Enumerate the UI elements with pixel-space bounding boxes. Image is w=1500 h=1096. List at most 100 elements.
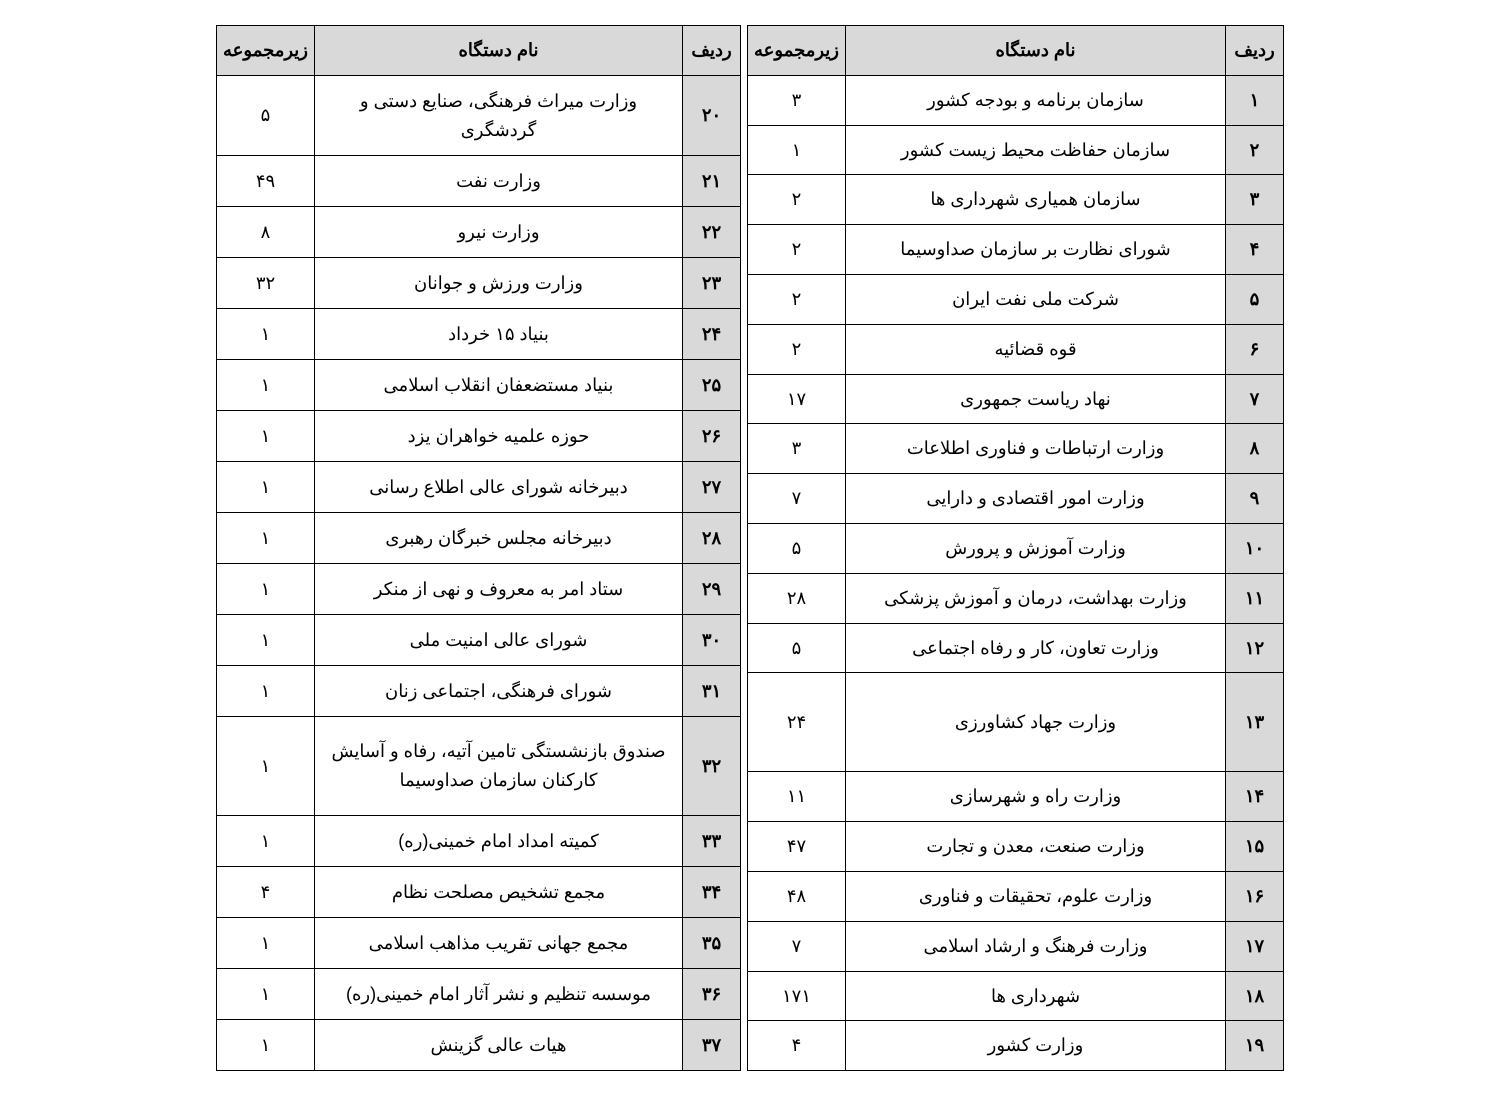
table-right: ردیف نام دستگاه زیرمجموعه ۱سازمان برنامه…: [747, 25, 1284, 1071]
cell-sub: ۳۲: [217, 258, 315, 309]
cell-name: وزارت کشور: [846, 1021, 1226, 1071]
cell-idx: ۲۵: [683, 360, 741, 411]
cell-sub: ۲۸: [748, 573, 846, 623]
cell-idx: ۷: [1226, 374, 1284, 424]
cell-idx: ۲۹: [683, 564, 741, 615]
cell-name: وزارت راه و شهرسازی: [846, 772, 1226, 822]
cell-name: صندوق بازنشستگی تامین آتیه، رفاه و آسایش…: [315, 717, 683, 816]
table-row: ۲۲وزارت نیرو۸: [217, 207, 741, 258]
cell-idx: ۱۱: [1226, 573, 1284, 623]
cell-idx: ۲۰: [683, 75, 741, 155]
table-row: ۱۸شهرداری ها۱۷۱: [748, 971, 1284, 1021]
table-row: ۱۶وزارت علوم، تحقیقات و فناوری۴۸: [748, 871, 1284, 921]
cell-name: موسسه تنظیم و نشر آثار امام خمینی(ره): [315, 969, 683, 1020]
cell-sub: ۳: [748, 75, 846, 125]
cell-idx: ۱۳: [1226, 673, 1284, 772]
table-row: ۲۳وزارت ورزش و جوانان۳۲: [217, 258, 741, 309]
cell-sub: ۱: [217, 717, 315, 816]
cell-name: وزارت امور اقتصادی و دارایی: [846, 474, 1226, 524]
cell-name: وزارت نیرو: [315, 207, 683, 258]
table-row: ۱۴وزارت راه و شهرسازی۱۱: [748, 772, 1284, 822]
cell-sub: ۱: [217, 513, 315, 564]
table-row: ۱۳وزارت جهاد کشاورزی۲۴: [748, 673, 1284, 772]
cell-sub: ۱: [217, 564, 315, 615]
table-row: ۲۹ستاد امر به معروف و نهی از منکر۱: [217, 564, 741, 615]
table-row: ۲۸دبیرخانه مجلس خبرگان رهبری۱: [217, 513, 741, 564]
cell-name: وزارت تعاون، کار و رفاه اجتماعی: [846, 623, 1226, 673]
table-row: ۳۰شورای عالی امنیت ملی۱: [217, 615, 741, 666]
cell-name: بنیاد ۱۵ خرداد: [315, 309, 683, 360]
cell-name: سازمان حفاظت محیط زیست کشور: [846, 125, 1226, 175]
cell-sub: ۸: [217, 207, 315, 258]
cell-sub: ۱: [217, 816, 315, 867]
cell-name: وزارت آموزش و پرورش: [846, 523, 1226, 573]
header-name: نام دستگاه: [846, 26, 1226, 76]
table-row: ۱۱وزارت بهداشت، درمان و آموزش پزشکی۲۸: [748, 573, 1284, 623]
cell-idx: ۳۶: [683, 969, 741, 1020]
table-row: ۱سازمان برنامه و بودجه کشور۳: [748, 75, 1284, 125]
cell-idx: ۳۱: [683, 666, 741, 717]
header-name: نام دستگاه: [315, 26, 683, 76]
cell-sub: ۷: [748, 474, 846, 524]
cell-name: وزارت علوم، تحقیقات و فناوری: [846, 871, 1226, 921]
cell-sub: ۷: [748, 921, 846, 971]
cell-idx: ۱۵: [1226, 822, 1284, 872]
table-row: ۲سازمان حفاظت محیط زیست کشور۱: [748, 125, 1284, 175]
cell-idx: ۶: [1226, 324, 1284, 374]
cell-name: بنیاد مستضعفان انقلاب اسلامی: [315, 360, 683, 411]
cell-name: وزارت ارتباطات و فناوری اطلاعات: [846, 424, 1226, 474]
cell-idx: ۲۶: [683, 411, 741, 462]
cell-idx: ۳۲: [683, 717, 741, 816]
table-row: ۲۶حوزه علمیه خواهران یزد۱: [217, 411, 741, 462]
table-row: ۳۷هیات عالی گزینش۱: [217, 1020, 741, 1071]
cell-name: شرکت ملی نفت ایران: [846, 274, 1226, 324]
cell-sub: ۱: [217, 360, 315, 411]
table-row: ۲۷دبیرخانه شورای عالی اطلاع رسانی۱: [217, 462, 741, 513]
table-row: ۱۹وزارت کشور۴: [748, 1021, 1284, 1071]
cell-idx: ۳۳: [683, 816, 741, 867]
table-row: ۴شورای نظارت بر سازمان صداوسیما۲: [748, 225, 1284, 275]
cell-sub: ۴۷: [748, 822, 846, 872]
cell-idx: ۱: [1226, 75, 1284, 125]
cell-name: دبیرخانه مجلس خبرگان رهبری: [315, 513, 683, 564]
table-row: ۳۶موسسه تنظیم و نشر آثار امام خمینی(ره)۱: [217, 969, 741, 1020]
cell-idx: ۳۴: [683, 867, 741, 918]
cell-idx: ۴: [1226, 225, 1284, 275]
table-row: ۳۴مجمع تشخیص مصلحت نظام۴: [217, 867, 741, 918]
table-row: ۱۰وزارت آموزش و پرورش۵: [748, 523, 1284, 573]
table-row: ۵شرکت ملی نفت ایران۲: [748, 274, 1284, 324]
cell-idx: ۲۲: [683, 207, 741, 258]
cell-idx: ۲۸: [683, 513, 741, 564]
cell-name: وزارت نفت: [315, 156, 683, 207]
cell-sub: ۱: [217, 918, 315, 969]
cell-sub: ۴: [748, 1021, 846, 1071]
cell-sub: ۱: [217, 666, 315, 717]
cell-sub: ۲۴: [748, 673, 846, 772]
cell-sub: ۱: [748, 125, 846, 175]
cell-name: وزارت ورزش و جوانان: [315, 258, 683, 309]
cell-sub: ۲: [748, 225, 846, 275]
cell-name: دبیرخانه شورای عالی اطلاع رسانی: [315, 462, 683, 513]
table-row: ۳۱شورای فرهنگی، اجتماعی زنان۱: [217, 666, 741, 717]
table-row: ۲۰وزارت میراث فرهنگی، صنایع دستی و گردشگ…: [217, 75, 741, 155]
cell-name: حوزه علمیه خواهران یزد: [315, 411, 683, 462]
table-header-row: ردیف نام دستگاه زیرمجموعه: [748, 26, 1284, 76]
cell-idx: ۳۵: [683, 918, 741, 969]
cell-sub: ۴۹: [217, 156, 315, 207]
cell-sub: ۳: [748, 424, 846, 474]
cell-name: وزارت میراث فرهنگی، صنایع دستی و گردشگری: [315, 75, 683, 155]
table-row: ۳۳کمیته امداد امام خمینی(ره)۱: [217, 816, 741, 867]
cell-name: سازمان همیاری شهرداری ها: [846, 175, 1226, 225]
cell-sub: ۵: [217, 75, 315, 155]
cell-idx: ۱۰: [1226, 523, 1284, 573]
cell-idx: ۵: [1226, 274, 1284, 324]
table-row: ۱۵وزارت صنعت، معدن و تجارت۴۷: [748, 822, 1284, 872]
header-sub: زیرمجموعه: [217, 26, 315, 76]
cell-idx: ۱۶: [1226, 871, 1284, 921]
cell-sub: ۱۷: [748, 374, 846, 424]
cell-name: کمیته امداد امام خمینی(ره): [315, 816, 683, 867]
cell-idx: ۱۲: [1226, 623, 1284, 673]
table-row: ۸وزارت ارتباطات و فناوری اطلاعات۳: [748, 424, 1284, 474]
table-row: ۶قوه قضائیه۲: [748, 324, 1284, 374]
cell-sub: ۱: [217, 411, 315, 462]
